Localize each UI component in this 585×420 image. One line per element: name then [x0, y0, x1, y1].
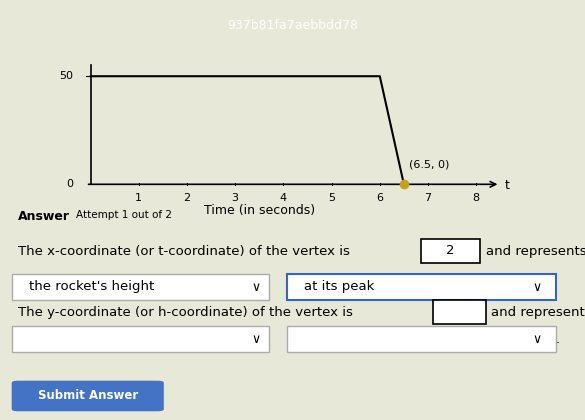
Text: 50: 50 [60, 71, 74, 81]
Text: 3: 3 [232, 193, 239, 203]
Text: Answer: Answer [18, 210, 70, 223]
FancyBboxPatch shape [287, 274, 556, 300]
Text: Time (in seconds): Time (in seconds) [204, 204, 315, 217]
Text: ∨: ∨ [252, 281, 261, 294]
Text: ∨: ∨ [532, 281, 542, 294]
Text: ∨: ∨ [252, 333, 261, 346]
Text: Attempt 1 out of 2: Attempt 1 out of 2 [76, 210, 172, 220]
Text: ∨: ∨ [532, 333, 542, 346]
Text: the rocket's height: the rocket's height [29, 280, 154, 293]
Text: 4: 4 [280, 193, 287, 203]
FancyBboxPatch shape [433, 300, 486, 324]
Text: at its peak: at its peak [304, 280, 374, 293]
Text: (6.5, 0): (6.5, 0) [409, 159, 449, 169]
Text: 2: 2 [446, 244, 455, 257]
Text: and represents: and represents [491, 307, 585, 320]
Text: 5: 5 [328, 193, 335, 203]
Text: 7: 7 [425, 193, 432, 203]
Text: .: . [556, 333, 560, 346]
Text: The y-coordinate (or h-coordinate) of the vertex is: The y-coordinate (or h-coordinate) of th… [18, 307, 352, 320]
FancyBboxPatch shape [12, 274, 269, 300]
Text: 0: 0 [67, 179, 74, 189]
Text: and represents: and represents [486, 245, 585, 258]
Text: Submit Answer: Submit Answer [37, 389, 138, 402]
Text: 2: 2 [183, 193, 191, 203]
FancyBboxPatch shape [287, 326, 556, 352]
Text: 937b81fa7aebbdd78: 937b81fa7aebbdd78 [227, 19, 358, 32]
Text: The x-coordinate (or t-coordinate) of the vertex is: The x-coordinate (or t-coordinate) of th… [18, 245, 349, 258]
FancyBboxPatch shape [12, 381, 164, 411]
Text: 8: 8 [473, 193, 480, 203]
Text: 6: 6 [376, 193, 383, 203]
FancyBboxPatch shape [12, 326, 269, 352]
Text: t: t [505, 178, 510, 192]
Text: 1: 1 [135, 193, 142, 203]
FancyBboxPatch shape [421, 239, 480, 263]
